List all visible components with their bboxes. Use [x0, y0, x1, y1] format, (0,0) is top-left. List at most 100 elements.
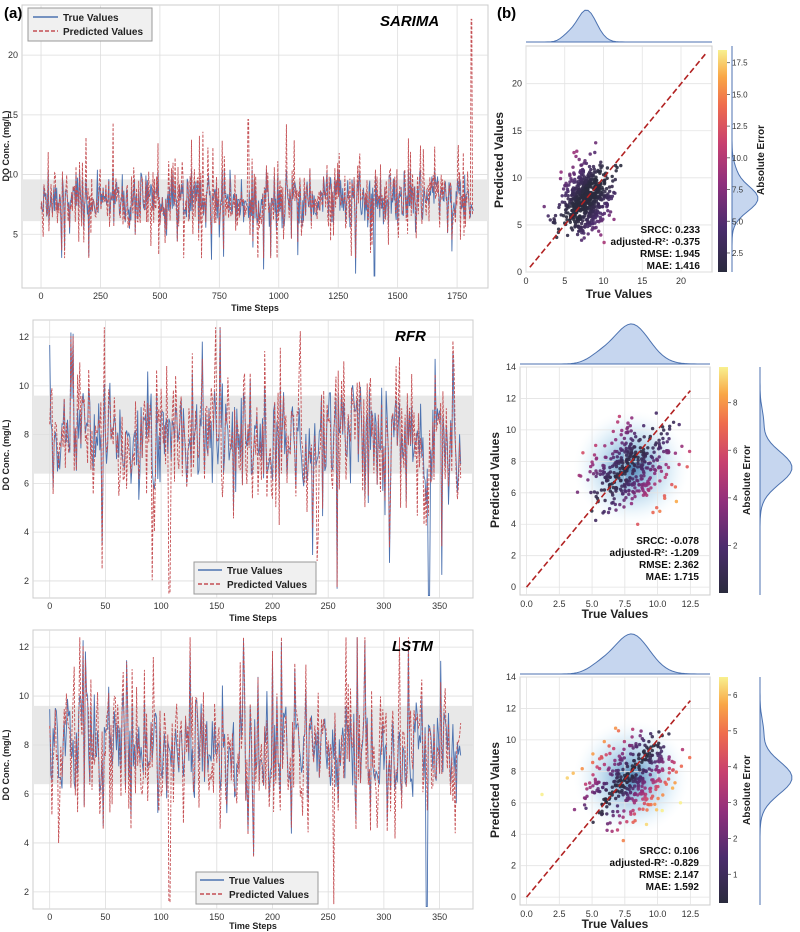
colorbar-tick-label: 3 [733, 799, 738, 808]
scatter-point [626, 793, 630, 797]
scatter-point [609, 457, 613, 461]
scatter-point [614, 508, 618, 512]
scatter-point [600, 219, 604, 223]
x-tick-label: 100 [154, 912, 169, 922]
scatter-point [563, 193, 568, 198]
scatter-point [585, 794, 589, 798]
colorbar-ticks: 2.5 5.0 7.5 10.0 12.5 15.0 17.5 [727, 59, 748, 258]
scatter-point [581, 208, 585, 212]
scatter-point [655, 764, 659, 769]
axis-ticks: 0 50 100 150 200 250 300 350 2 4 6 8 10 12 [19, 642, 447, 922]
scatter-point [640, 483, 644, 487]
scatter-point [586, 478, 590, 482]
scatter-point [629, 429, 633, 433]
scatter-point [654, 441, 658, 445]
scatter-point [642, 474, 646, 478]
scatter-point [594, 474, 598, 479]
colorbar-tick-label: 5.0 [732, 217, 744, 226]
scatter-point [593, 779, 598, 783]
scatter-point [622, 739, 627, 744]
scatter-point [657, 465, 661, 469]
x-axis-label: True Values [582, 607, 649, 621]
scatter-point [615, 776, 619, 780]
scatter-point [611, 485, 616, 490]
scatter-point [591, 472, 596, 476]
scatter-point [607, 507, 612, 511]
scatter-point [657, 760, 661, 764]
scatter-point [659, 469, 664, 473]
scatter-point [576, 200, 580, 204]
scatter-point [633, 784, 637, 788]
scatter-point [601, 204, 605, 209]
scatter-point [619, 478, 623, 483]
scatter-point [605, 828, 609, 832]
scatter-point [631, 820, 635, 824]
scatter-point [629, 442, 633, 446]
scatter-point [651, 778, 655, 782]
scatter-point [615, 455, 619, 459]
scatter-point [597, 766, 602, 771]
scatter-point [578, 214, 582, 218]
scatter-point [582, 796, 587, 800]
scatter-point [582, 225, 586, 229]
scatter-point [571, 165, 575, 169]
mae-value: MAE: 1.416 [647, 261, 701, 272]
scatter-point [616, 794, 621, 798]
scatter-point [593, 216, 598, 220]
scatter-point [621, 815, 625, 819]
y-tick-label: 8 [511, 766, 516, 776]
scatter-point [590, 228, 594, 232]
scatter-point [598, 163, 602, 167]
colorbar-label: Absolute Error [742, 755, 753, 825]
x-tick-label: 10.0 [649, 909, 667, 919]
x-tick-label: 0 [47, 601, 52, 611]
legend[interactable]: True Values Predicted Values [27, 7, 153, 42]
scatter-point [642, 738, 646, 743]
scatter-point [651, 510, 655, 515]
scatter-point [600, 481, 605, 485]
y-tick-label: 2 [511, 861, 516, 871]
scatter-point [625, 469, 629, 473]
scatter-point [618, 778, 623, 782]
scatter-point [561, 214, 566, 218]
rmse-value: RMSE: 2.362 [639, 560, 699, 571]
x-tick-label: 300 [376, 601, 391, 611]
scatter-point [647, 767, 651, 771]
scatter-point [616, 729, 621, 733]
scatter-point [622, 470, 626, 474]
legend-predicted-label: Predicted Values [229, 890, 309, 901]
scatter-point [613, 502, 617, 507]
scatter-point [659, 432, 663, 436]
x-tick-label: 250 [93, 291, 108, 301]
scatter-point [573, 225, 577, 229]
scatter-point [584, 184, 588, 188]
y-tick-label: 10 [506, 425, 516, 435]
scatter-point [580, 231, 584, 235]
scatter-point [568, 172, 572, 176]
scatter-point [652, 459, 656, 463]
scatter-point [590, 182, 594, 186]
sarima-scatter-chart: 0 5 10 15 20 0 5 10 15 20 2.5 5.0 7.5 10.0 12.5 15.0 17… [492, 9, 767, 301]
scatter-point [612, 471, 616, 475]
scatter-point [605, 196, 609, 200]
metrics-box: SRCC: 0.233 adjusted-R²: -0.375 RMSE: 1.… [611, 225, 701, 272]
colorbar [718, 50, 727, 272]
scatter-point [571, 217, 576, 221]
scatter-point [620, 484, 624, 488]
scatter-point [612, 746, 616, 751]
scatter-point [591, 784, 595, 788]
scatter-point [579, 177, 583, 182]
scatter-point [644, 754, 649, 758]
scatter-point [598, 197, 603, 202]
scatter-point [645, 797, 649, 801]
scatter-point [574, 154, 578, 159]
legend[interactable]: True Values Predicted Values [195, 871, 319, 905]
scatter-point [614, 169, 618, 173]
scatter-point [584, 207, 588, 211]
scatter-point [615, 474, 619, 478]
scatter-point [597, 229, 601, 233]
scatter-point [680, 444, 684, 448]
legend[interactable]: True Values Predicted Values [193, 561, 317, 595]
scatter-point [610, 773, 614, 777]
scatter-point [608, 210, 613, 214]
